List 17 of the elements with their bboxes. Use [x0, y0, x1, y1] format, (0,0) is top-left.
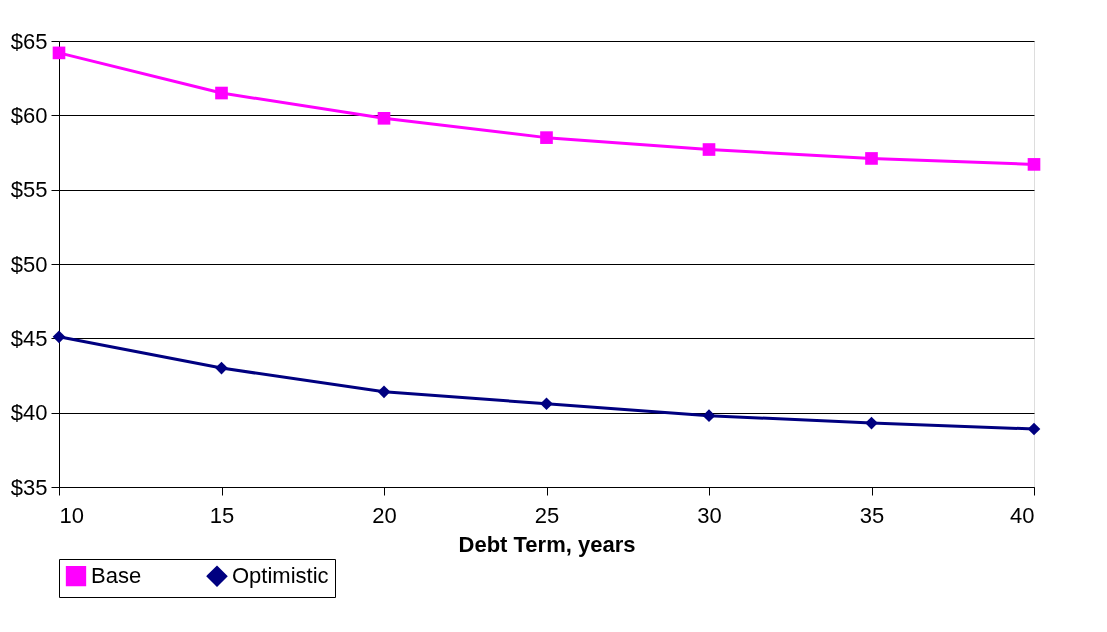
x-tick-label: 30 [697, 502, 722, 528]
x-tick-label: 10 [59, 502, 84, 528]
legend-label: Optimistic [232, 563, 329, 589]
y-tick-label: $35 [10, 474, 48, 500]
y-tick-label: $40 [10, 400, 48, 426]
x-tick-label: 20 [372, 502, 397, 528]
x-tick-label: 35 [859, 502, 885, 528]
y-tick-label: $65 [10, 28, 48, 54]
y-tick-label: $55 [10, 177, 48, 203]
x-tick-label: 15 [209, 502, 235, 528]
x-tick-label: 25 [534, 502, 560, 528]
y-tick-label: $45 [10, 325, 48, 351]
x-tick-label: 40 [1010, 502, 1035, 528]
y-tick-label: $60 [10, 102, 48, 128]
legend-label: Base [91, 563, 142, 589]
x-axis-title: Debt Term, years [458, 531, 636, 557]
y-tick-label: $50 [10, 251, 48, 277]
